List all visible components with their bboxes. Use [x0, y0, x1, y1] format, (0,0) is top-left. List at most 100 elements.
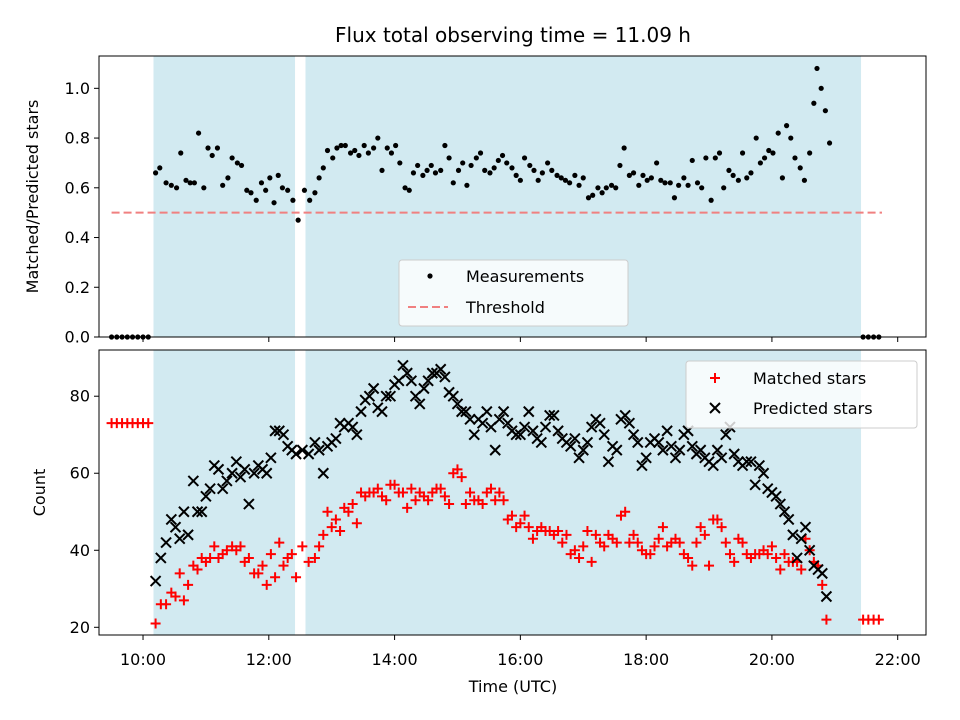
measurement-point: [753, 135, 759, 141]
measurement-point: [438, 167, 444, 173]
measurement-point: [761, 155, 768, 161]
matched-point: [278, 560, 289, 571]
y-tick-label-bottom: 20: [70, 618, 90, 637]
measurement-point: [450, 180, 456, 186]
measurement-point: [477, 150, 484, 156]
predicted-point: [200, 490, 212, 503]
predicted-point: [290, 448, 302, 460]
measurement-point: [699, 185, 705, 191]
legend-box-top: [398, 259, 629, 327]
predicted-point: [313, 444, 325, 456]
y-tick-label-bottom: 60: [70, 464, 90, 483]
measurement-point: [580, 175, 586, 181]
measurement-point: [347, 150, 354, 156]
measurement-point: [244, 187, 250, 193]
measurement-point: [708, 197, 714, 203]
predicted-point: [221, 475, 233, 487]
measurement-point: [420, 172, 426, 178]
predicted-point: [653, 436, 665, 449]
measurement-point: [225, 175, 231, 181]
predicted-point: [573, 452, 585, 464]
matched-point: [183, 579, 194, 590]
predicted-point: [728, 448, 740, 460]
measurement-point: [826, 140, 833, 146]
matched-point: [498, 495, 509, 506]
measurement-point: [495, 157, 501, 164]
measurement-point: [209, 152, 215, 159]
predicted-point: [277, 429, 290, 441]
measurement-point: [671, 195, 678, 201]
predicted-point: [447, 390, 459, 402]
matched-point: [322, 506, 333, 517]
measurement-point: [157, 165, 163, 171]
measurement-point: [267, 175, 273, 181]
predicted-point: [269, 425, 281, 437]
measurement-point: [822, 108, 828, 114]
matched-point: [527, 533, 538, 544]
measurement-point: [393, 142, 399, 149]
matched-point: [724, 549, 735, 560]
measurement-point: [301, 187, 308, 193]
measurement-point: [539, 170, 545, 176]
predicted-point: [749, 479, 761, 491]
matched-point: [578, 541, 589, 552]
predicted-point: [774, 498, 787, 510]
x-axis-label: Time (UTC): [468, 677, 557, 696]
predicted-point: [632, 436, 644, 449]
matched-point: [557, 537, 568, 548]
measurement-point: [402, 185, 408, 191]
matched-point: [519, 510, 530, 521]
predicted-point: [523, 405, 535, 418]
measurement-point: [253, 197, 259, 203]
matched-point: [821, 614, 832, 625]
legend-label-threshold: Threshold: [465, 298, 545, 317]
measurement-point: [153, 170, 159, 176]
measurement-point: [234, 160, 240, 166]
matched-point: [515, 518, 526, 529]
measurement-point: [263, 187, 269, 193]
predicted-point: [489, 444, 501, 456]
measurement-point: [468, 162, 474, 169]
measurement-point: [662, 180, 668, 186]
matched-point: [477, 499, 488, 510]
measurement-point: [312, 190, 318, 196]
matched-point: [766, 541, 777, 552]
matched-point: [274, 537, 285, 548]
matched-point: [335, 526, 346, 537]
measurement-point: [576, 182, 582, 188]
matched-point: [372, 483, 383, 494]
matched-point: [286, 549, 297, 560]
measurement-point: [757, 160, 763, 166]
predicted-point: [155, 552, 167, 564]
matched-point: [150, 618, 161, 629]
measurement-point: [739, 150, 746, 156]
measurement-point: [388, 150, 395, 156]
measurement-point: [744, 175, 750, 181]
measurement-point: [689, 157, 695, 164]
measurement-point: [379, 167, 385, 173]
measurement-point: [428, 162, 434, 169]
matched-point: [645, 549, 656, 560]
matched-point: [775, 564, 786, 575]
measurement-point: [279, 185, 286, 191]
measurement-point: [801, 177, 808, 183]
matched-point: [318, 529, 329, 540]
measurement-point: [342, 142, 348, 149]
legend-label-predicted: Predicted stars: [753, 399, 873, 418]
predicted-point: [355, 405, 367, 418]
measurement-point: [285, 187, 291, 193]
measurement-point: [783, 123, 790, 129]
predicted-point: [351, 429, 363, 441]
predicted-point: [741, 455, 753, 468]
matched-point: [683, 552, 694, 563]
measurement-point: [735, 177, 741, 183]
measurement-point: [482, 167, 488, 173]
matched-point: [695, 522, 706, 533]
measurement-point: [545, 160, 551, 166]
y-tick-label-bottom: 40: [70, 541, 90, 560]
measurement-point: [334, 145, 340, 151]
matched-point: [716, 522, 727, 533]
legend-marker-matched: [710, 373, 720, 383]
matched-point: [406, 483, 417, 494]
predicted-point: [673, 444, 686, 456]
